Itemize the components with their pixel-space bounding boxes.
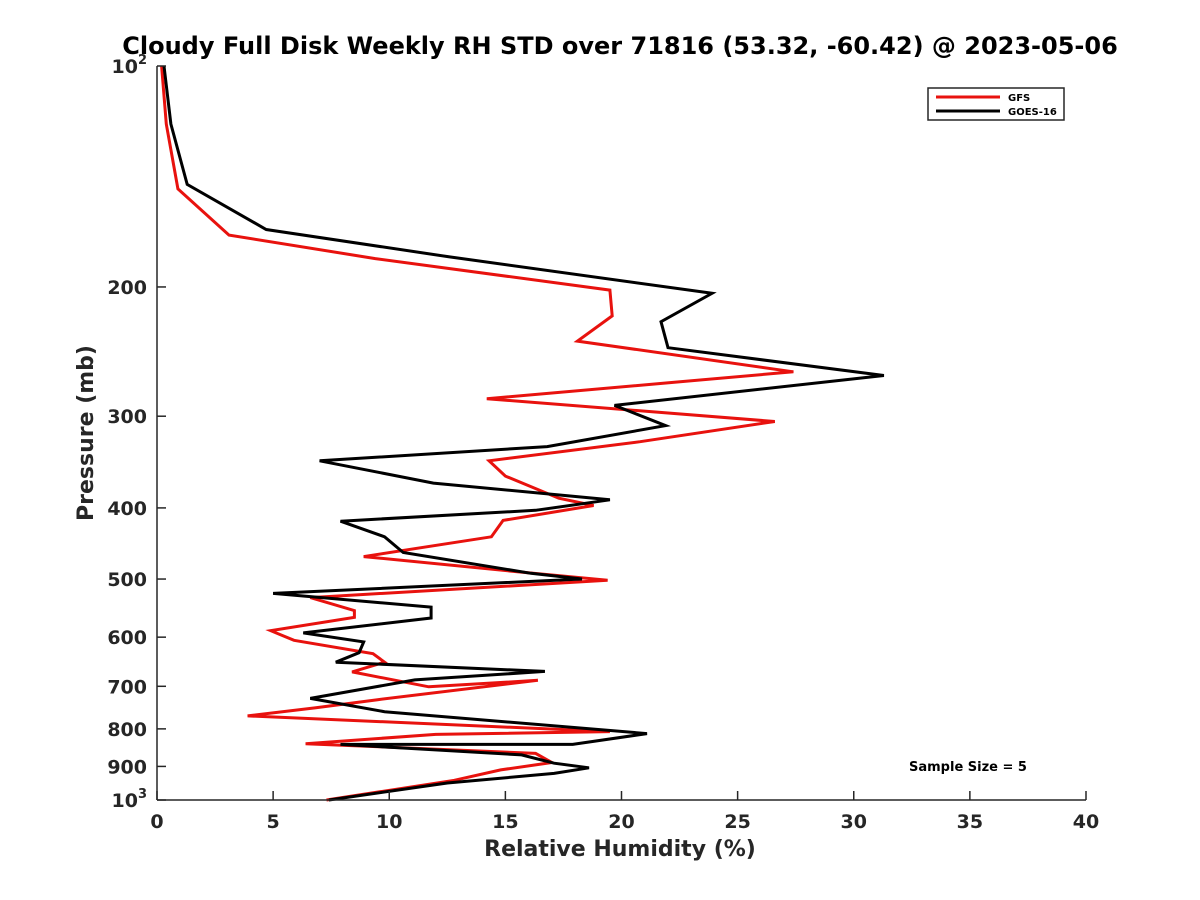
y-tick-label: 103 — [112, 787, 148, 812]
legend-label-goes-16: GOES-16 — [1008, 107, 1057, 118]
chart-title: Cloudy Full Disk Weekly RH STD over 7181… — [122, 32, 1118, 60]
x-tick-label: 5 — [267, 811, 280, 833]
y-tick-label: 500 — [107, 569, 147, 591]
legend-box — [927, 87, 1065, 121]
series-line-gfs — [160, 65, 794, 802]
y-tick-label: 800 — [107, 719, 147, 741]
legend: GFS GOES-16 — [927, 87, 1065, 121]
x-tick-label: 40 — [1073, 811, 1099, 833]
y-tick-label: 700 — [107, 676, 147, 698]
x-tick-label: 15 — [492, 811, 518, 833]
x-tick-label: 35 — [957, 811, 983, 833]
sample-size-annotation: Sample Size = 5 — [909, 760, 1027, 775]
x-axis-label: Relative Humidity (%) — [484, 837, 756, 862]
y-tick-label: 200 — [107, 277, 147, 299]
x-tick-label: 25 — [724, 811, 750, 833]
x-tick-label: 20 — [608, 811, 634, 833]
x-tick-label: 10 — [376, 811, 402, 833]
x-axis: 0 5 10 15 20 25 30 35 40 — [150, 791, 1099, 833]
y-tick-label: 102 — [112, 53, 148, 78]
y-axis-label: Pressure (mb) — [74, 345, 99, 521]
y-tick-label: 400 — [107, 498, 147, 520]
y-tick-label: 300 — [107, 406, 147, 428]
y-axis: 102 200 300 400 500 600 700 800 900 103 — [107, 53, 166, 812]
x-tick-label: 0 — [150, 811, 163, 833]
series-line-goes-16 — [162, 65, 885, 802]
y-tick-label: 900 — [107, 756, 147, 778]
x-tick-label: 30 — [841, 811, 867, 833]
legend-label-gfs: GFS — [1008, 93, 1030, 104]
series-layer — [160, 65, 885, 802]
y-tick-label: 600 — [107, 627, 147, 649]
